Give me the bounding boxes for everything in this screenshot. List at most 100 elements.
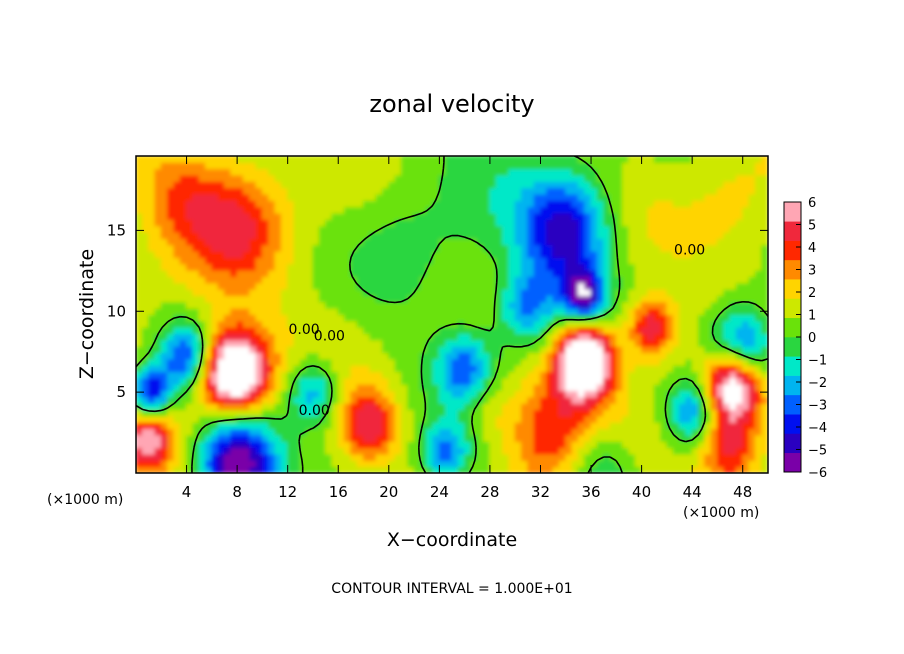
heatmap-cell: [299, 383, 308, 392]
heatmap-cell: [653, 440, 662, 449]
heatmap-cell: [577, 307, 586, 315]
heatmap-cell: [527, 206, 535, 214]
heatmap-cell: [186, 434, 194, 442]
heatmap-cell: [476, 358, 485, 366]
heatmap-cell: [331, 320, 339, 328]
heatmap-cell: [609, 358, 617, 366]
heatmap-cell: [236, 333, 244, 341]
heatmap-cell: [552, 440, 560, 449]
heatmap-cell: [173, 390, 181, 398]
heatmap-cell: [186, 294, 194, 303]
heatmap-cell: [192, 447, 200, 455]
heatmap-cell: [685, 421, 693, 430]
heatmap-cell: [691, 231, 699, 239]
heatmap-cell: [729, 371, 737, 379]
heatmap-cell: [451, 294, 459, 303]
heatmap-cell: [306, 447, 314, 455]
heatmap-cell: [280, 352, 289, 360]
heatmap-cell: [508, 256, 516, 265]
heatmap-cell: [596, 199, 605, 208]
heatmap-cell: [154, 358, 162, 366]
heatmap-cell: [521, 206, 529, 214]
heatmap-cell: [558, 301, 567, 309]
heatmap-cell: [729, 459, 737, 468]
heatmap-cell: [388, 307, 396, 315]
heatmap-cell: [407, 301, 415, 309]
heatmap-cell: [672, 345, 681, 354]
heatmap-cell: [761, 199, 768, 208]
heatmap-cell: [445, 421, 453, 430]
heatmap-cell: [192, 396, 200, 404]
heatmap-cell: [571, 409, 579, 417]
heatmap-cell: [761, 377, 768, 385]
heatmap-cell: [691, 256, 699, 265]
heatmap-cell: [457, 237, 466, 246]
heatmap-cell: [388, 237, 396, 246]
heatmap-cell: [179, 320, 188, 328]
heatmap-cell: [685, 428, 693, 436]
heatmap-cell: [546, 409, 554, 417]
heatmap-cell: [697, 199, 706, 208]
heatmap-cell: [451, 383, 459, 392]
heatmap-cell: [647, 409, 655, 417]
heatmap-cell: [356, 320, 365, 328]
heatmap-cell: [552, 428, 560, 436]
heatmap-cell: [160, 307, 169, 315]
heatmap-cell: [716, 250, 725, 258]
heatmap-cell: [211, 231, 219, 239]
heatmap-cell: [457, 371, 466, 379]
heatmap-cell: [205, 174, 213, 182]
heatmap-cell: [716, 206, 725, 214]
heatmap-cell: [413, 440, 421, 449]
heatmap-cell: [173, 275, 181, 284]
heatmap-cell: [173, 156, 181, 163]
heatmap-cell: [167, 364, 175, 373]
heatmap-cell: [754, 390, 763, 398]
heatmap-cell: [622, 453, 630, 461]
heatmap-cell: [136, 402, 143, 411]
heatmap-cell: [375, 345, 383, 354]
heatmap-cell: [603, 301, 611, 309]
heatmap-cell: [729, 358, 737, 366]
heatmap-cell: [622, 180, 630, 189]
heatmap-cell: [363, 156, 371, 163]
heatmap-cell: [653, 377, 662, 385]
heatmap-cell: [236, 206, 244, 214]
heatmap-cell: [691, 377, 699, 385]
heatmap-cell: [502, 428, 510, 436]
heatmap-cell: [552, 156, 560, 163]
heatmap-cell: [685, 231, 693, 239]
heatmap-cell: [502, 269, 510, 277]
heatmap-cell: [236, 320, 244, 328]
heatmap-cell: [647, 447, 655, 455]
heatmap-cell: [306, 440, 314, 449]
heatmap-cell: [716, 409, 725, 417]
heatmap-cell: [647, 383, 655, 392]
heatmap-cell: [514, 193, 523, 201]
heatmap-cell: [211, 428, 219, 436]
heatmap-cell: [293, 269, 301, 277]
heatmap-cell: [539, 345, 548, 354]
heatmap-cell: [274, 231, 282, 239]
heatmap-cell: [407, 428, 415, 436]
heatmap-cell: [603, 206, 611, 214]
heatmap-cell: [369, 263, 377, 271]
heatmap-cell: [716, 231, 725, 239]
heatmap-cell: [148, 466, 156, 473]
heatmap-cell: [641, 440, 649, 449]
heatmap-cell: [748, 218, 756, 227]
heatmap-cell: [236, 174, 244, 182]
heatmap-cell: [167, 377, 175, 385]
heatmap-cell: [356, 440, 365, 449]
heatmap-cell: [628, 377, 636, 385]
heatmap-cell: [603, 263, 611, 271]
heatmap-cell: [691, 459, 699, 468]
heatmap-cell: [660, 339, 668, 347]
heatmap-cell: [527, 269, 535, 277]
heatmap-cell: [723, 294, 731, 303]
heatmap-cell: [325, 415, 333, 423]
heatmap-cell: [381, 212, 390, 220]
heatmap-cell: [400, 459, 409, 468]
heatmap-cell: [205, 180, 213, 189]
heatmap-cell: [508, 377, 516, 385]
